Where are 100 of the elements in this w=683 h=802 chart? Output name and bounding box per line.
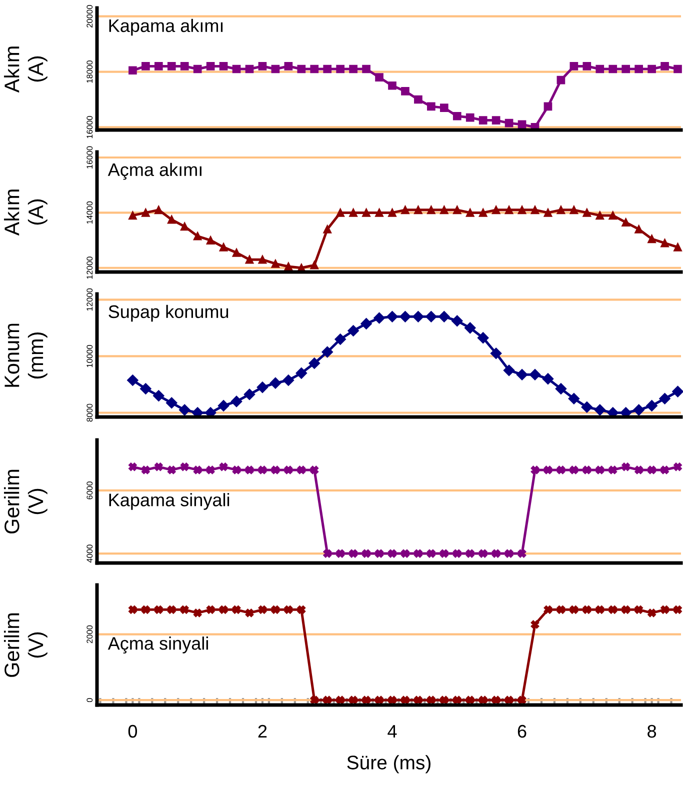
point <box>518 696 526 704</box>
point <box>530 206 540 214</box>
point <box>570 605 578 614</box>
point <box>258 466 267 474</box>
point <box>271 605 280 614</box>
point <box>648 466 656 474</box>
point <box>570 206 578 214</box>
point <box>608 605 618 614</box>
point <box>245 255 254 264</box>
point <box>153 390 164 402</box>
point <box>674 605 682 614</box>
point <box>206 466 215 474</box>
point <box>297 64 306 74</box>
point <box>193 608 202 618</box>
point <box>154 62 163 70</box>
point <box>594 404 606 416</box>
point <box>440 206 448 214</box>
point <box>375 208 384 217</box>
point <box>362 549 370 558</box>
x-axis-title: Süre (ms) <box>347 755 430 774</box>
point <box>180 462 189 471</box>
point <box>452 112 462 120</box>
point <box>582 62 592 70</box>
y-tick-label: 10000 <box>86 344 93 368</box>
point <box>219 462 228 471</box>
point <box>388 208 396 217</box>
point <box>634 466 643 474</box>
y-tick-label: 14000 <box>86 201 93 224</box>
x-tick-label: 0 <box>128 724 138 738</box>
point <box>375 73 384 82</box>
point <box>284 262 293 271</box>
point <box>362 208 370 217</box>
point <box>258 255 267 264</box>
y-tick-label: 18000 <box>86 60 93 83</box>
point <box>530 620 540 629</box>
series-label: Açma sinyali <box>108 636 208 654</box>
point <box>167 466 176 474</box>
point <box>400 311 411 322</box>
point <box>323 549 332 558</box>
point <box>596 64 604 74</box>
y-tick-label: 0 <box>86 698 93 702</box>
point <box>608 211 618 220</box>
point <box>582 208 592 217</box>
point <box>128 605 137 614</box>
point <box>348 325 359 336</box>
point <box>478 696 488 704</box>
point <box>232 466 241 474</box>
point <box>127 374 138 386</box>
point <box>452 696 462 704</box>
point <box>492 206 500 214</box>
point <box>634 225 643 234</box>
point <box>334 334 346 345</box>
point <box>154 462 163 471</box>
point <box>529 368 541 380</box>
point <box>232 64 241 74</box>
point <box>492 116 500 124</box>
point <box>349 64 358 74</box>
y-axis-title: Konum (mm) <box>4 324 48 387</box>
point <box>660 605 669 614</box>
point <box>478 208 488 217</box>
x-tick-label: 2 <box>258 724 267 738</box>
y-axis-title: Akım (A) <box>4 46 48 93</box>
point <box>414 549 422 558</box>
point <box>167 62 176 70</box>
point <box>193 64 202 74</box>
point <box>622 462 630 471</box>
point <box>374 312 385 324</box>
point <box>660 238 669 248</box>
point <box>244 388 256 400</box>
point <box>634 605 643 614</box>
point <box>128 211 137 220</box>
point <box>544 102 552 111</box>
point <box>492 696 500 704</box>
point <box>258 62 267 70</box>
point <box>544 208 552 217</box>
x-tick-label: 8 <box>648 724 656 738</box>
point <box>349 696 358 704</box>
point <box>490 348 502 359</box>
point <box>336 696 344 704</box>
point <box>466 208 474 217</box>
point <box>530 466 540 474</box>
point <box>581 401 593 413</box>
point <box>556 605 566 614</box>
point <box>622 64 630 74</box>
point <box>142 208 150 217</box>
point <box>427 206 436 214</box>
point <box>219 62 228 70</box>
point <box>192 407 204 418</box>
x-tick-label: 4 <box>388 725 397 738</box>
y-tick-label: 8000 <box>86 404 93 422</box>
point <box>349 549 358 558</box>
point <box>518 206 526 214</box>
point <box>232 248 241 257</box>
point <box>388 549 396 558</box>
point <box>323 225 332 234</box>
point <box>596 211 604 220</box>
point <box>375 549 384 558</box>
series-label: Kapama sinyali <box>109 493 230 510</box>
point <box>218 400 230 412</box>
point <box>660 62 669 70</box>
